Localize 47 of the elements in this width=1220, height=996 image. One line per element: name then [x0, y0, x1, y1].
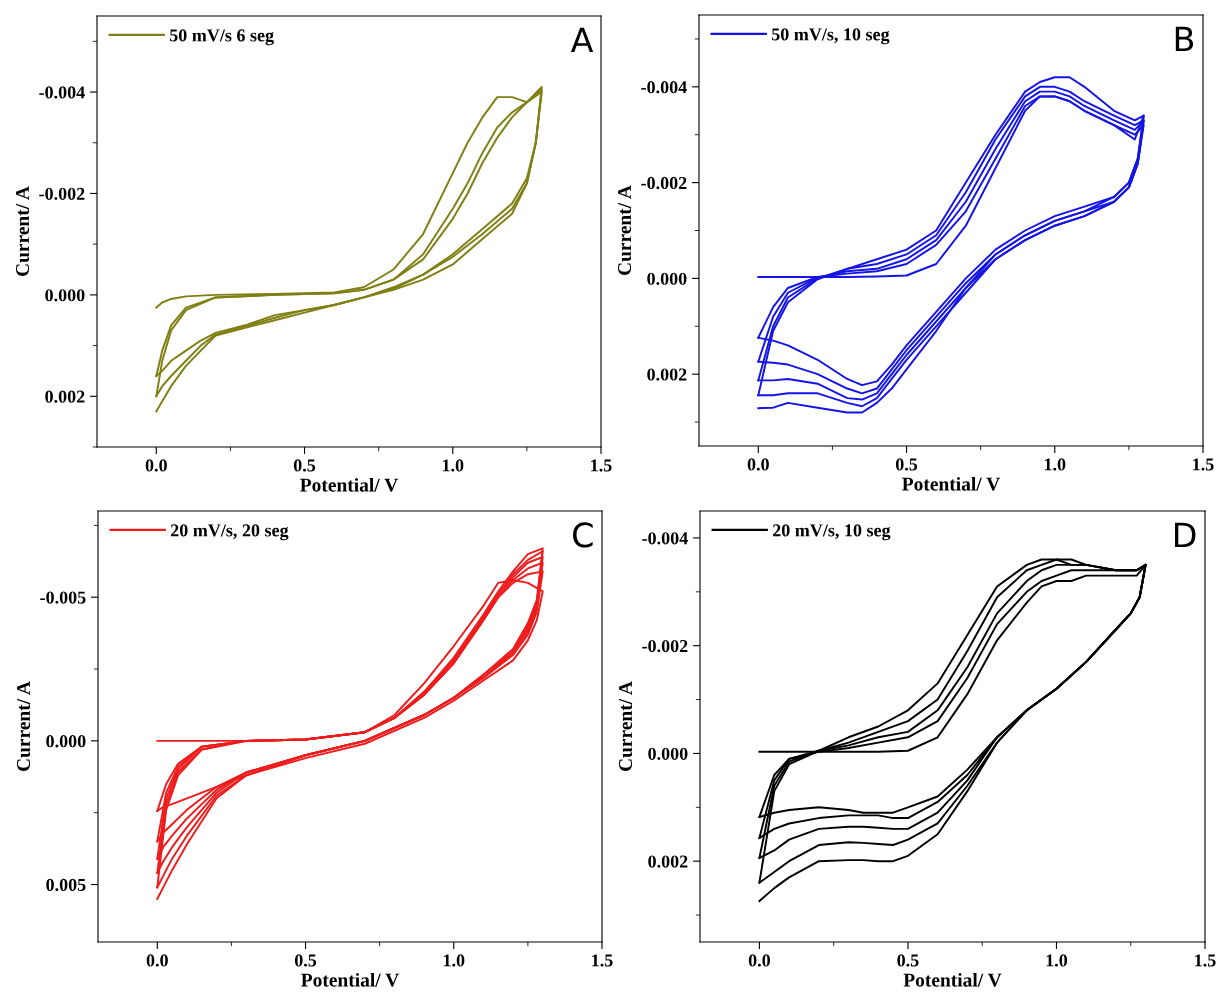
y-tick-label: 0.000	[647, 272, 687, 285]
y-tick-label: 0.002	[648, 855, 688, 868]
x-tick-label: 1.0	[442, 459, 464, 472]
x-tick-label: 0.0	[146, 954, 168, 967]
y-tick-label: -0.002	[641, 176, 687, 190]
y-tick-label: -0.005	[40, 591, 86, 604]
y-tick-label: -0.002	[642, 639, 688, 653]
x-tick-label: 1.5	[592, 954, 613, 967]
chart-title: D	[1175, 522, 1196, 548]
x-tick-label: 1.5	[591, 459, 612, 472]
x-tick-label: 1.0	[1044, 458, 1066, 471]
chart-title: B	[1175, 26, 1194, 52]
y-tick-label: 0.000	[46, 735, 86, 748]
chart-title: C	[573, 522, 593, 548]
x-axis-title: Potential/ V	[902, 476, 1001, 491]
x-axis-title: Potential/ V	[300, 477, 399, 492]
legend-label: 20 mV/s, 20 seg	[170, 524, 289, 541]
x-axis-title: Potential/ V	[903, 972, 1002, 987]
legend-label: 20 mV/s, 10 seg	[772, 524, 891, 541]
y-tick-label: 0.000	[648, 747, 688, 760]
y-axis-title: Current/ A	[15, 186, 30, 277]
x-tick-label: 0.5	[294, 954, 317, 967]
legend-label: 50 mV/s 6 seg	[169, 29, 274, 46]
x-tick-label: 1.5	[1193, 458, 1214, 471]
x-tick-label: 0.0	[747, 458, 769, 471]
y-tick-label: 0.000	[45, 289, 85, 302]
y-tick-label: -0.004	[642, 532, 688, 545]
x-axis-title: Potential/ V	[301, 972, 400, 987]
x-tick-label: 0.5	[293, 459, 316, 472]
chart-title: A	[570, 27, 594, 53]
x-tick-label: 1.0	[1046, 954, 1068, 967]
y-tick-label: -0.004	[641, 81, 687, 94]
legend-label: 50 mV/s, 10 seg	[771, 28, 890, 45]
x-tick-label: 0.0	[748, 954, 771, 967]
y-axis-title: Current/ A	[618, 681, 633, 772]
y-axis-title: Current/ A	[617, 185, 632, 276]
x-tick-label: 0.5	[895, 458, 918, 471]
y-tick-label: 0.005	[46, 878, 86, 892]
x-tick-label: 0.5	[897, 954, 919, 967]
y-tick-label: -0.004	[39, 86, 85, 99]
y-tick-label: 0.002	[45, 390, 85, 403]
y-tick-label: -0.002	[39, 187, 85, 200]
x-tick-label: 1.5	[1195, 954, 1216, 967]
x-tick-label: 0.0	[145, 459, 167, 472]
y-tick-label: 0.002	[647, 368, 687, 381]
y-axis-title: Current/ A	[16, 681, 31, 772]
x-tick-label: 1.0	[443, 954, 465, 967]
